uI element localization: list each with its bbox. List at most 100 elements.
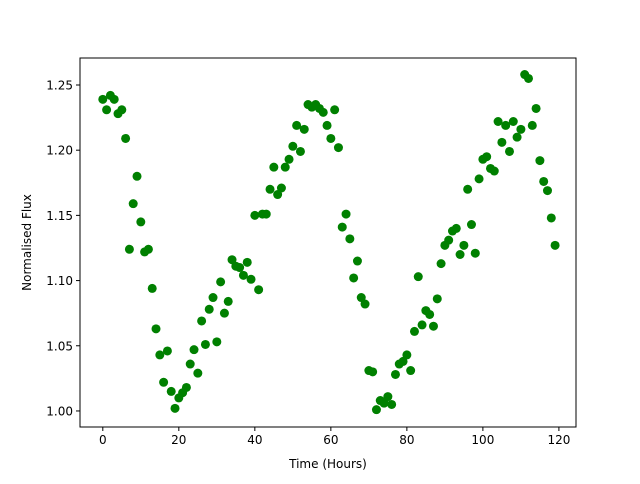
data-point bbox=[542, 186, 552, 196]
x-axis-ticks: 0 20 40 60 80 100 120 bbox=[99, 427, 570, 447]
x-tick-label: 100 bbox=[471, 433, 494, 447]
data-point bbox=[147, 283, 157, 293]
data-point bbox=[409, 326, 419, 336]
data-point bbox=[368, 367, 378, 377]
data-point bbox=[546, 213, 556, 223]
y-axis-label: Normalised Flux bbox=[20, 194, 34, 291]
data-point bbox=[132, 171, 142, 181]
data-point bbox=[159, 377, 169, 387]
data-point bbox=[341, 209, 351, 219]
data-point bbox=[181, 382, 191, 392]
data-point bbox=[349, 273, 359, 283]
data-point bbox=[466, 220, 476, 230]
y-tick-label: 1.00 bbox=[46, 404, 73, 418]
data-point bbox=[413, 272, 423, 282]
x-tick-label: 60 bbox=[323, 433, 338, 447]
data-point bbox=[425, 309, 435, 319]
data-point bbox=[318, 107, 328, 117]
data-point bbox=[512, 132, 522, 142]
data-point bbox=[136, 217, 146, 227]
data-point bbox=[124, 244, 134, 254]
data-points bbox=[98, 70, 560, 415]
data-point bbox=[204, 304, 214, 314]
data-point bbox=[238, 270, 248, 280]
data-point bbox=[444, 235, 454, 245]
data-point bbox=[527, 120, 537, 130]
data-point bbox=[504, 146, 514, 156]
data-point bbox=[550, 240, 560, 250]
data-point bbox=[223, 296, 233, 306]
y-tick-label: 1.20 bbox=[46, 144, 73, 158]
data-point bbox=[493, 116, 503, 126]
data-point bbox=[402, 350, 412, 360]
data-point bbox=[371, 405, 381, 415]
data-point bbox=[208, 293, 218, 303]
data-point bbox=[360, 299, 370, 309]
data-point bbox=[284, 154, 294, 164]
data-point bbox=[451, 223, 461, 233]
data-point bbox=[474, 174, 484, 184]
data-point bbox=[406, 366, 416, 376]
data-point bbox=[390, 369, 400, 379]
data-point bbox=[242, 257, 252, 267]
data-point bbox=[162, 346, 172, 356]
data-point bbox=[470, 248, 480, 258]
data-point bbox=[227, 255, 237, 265]
data-point bbox=[387, 399, 397, 409]
data-point bbox=[508, 116, 518, 126]
x-axis-label: Time (Hours) bbox=[288, 457, 367, 471]
data-point bbox=[489, 166, 499, 176]
data-point bbox=[200, 339, 210, 349]
y-tick-label: 1.10 bbox=[46, 274, 73, 288]
data-point bbox=[501, 120, 511, 130]
data-point bbox=[523, 73, 533, 83]
data-point bbox=[497, 137, 507, 147]
y-tick-label: 1.05 bbox=[46, 339, 73, 353]
data-point bbox=[516, 124, 526, 134]
data-point bbox=[250, 210, 260, 220]
data-point bbox=[330, 105, 340, 115]
data-point bbox=[539, 176, 549, 186]
data-point bbox=[428, 321, 438, 331]
data-point bbox=[121, 133, 131, 143]
data-point bbox=[170, 403, 180, 413]
data-point bbox=[155, 350, 165, 360]
data-point bbox=[295, 146, 305, 156]
data-point bbox=[276, 183, 286, 193]
data-point bbox=[117, 105, 127, 115]
data-point bbox=[151, 324, 161, 334]
data-point bbox=[455, 249, 465, 259]
data-point bbox=[128, 199, 138, 209]
data-point bbox=[459, 240, 469, 250]
data-point bbox=[379, 398, 389, 408]
y-axis-ticks: 1.00 1.05 1.10 1.15 1.20 1.25 bbox=[46, 78, 80, 418]
data-point bbox=[102, 105, 112, 115]
data-point bbox=[299, 124, 309, 134]
x-tick-label: 40 bbox=[247, 433, 262, 447]
data-point bbox=[326, 133, 336, 143]
data-point bbox=[345, 234, 355, 244]
data-point bbox=[254, 285, 264, 295]
data-point bbox=[235, 263, 245, 273]
data-point bbox=[398, 356, 408, 366]
data-point bbox=[337, 222, 347, 232]
data-point bbox=[273, 190, 283, 200]
data-point bbox=[482, 152, 492, 162]
data-point bbox=[322, 120, 332, 130]
y-tick-label: 1.15 bbox=[46, 209, 73, 223]
data-point bbox=[212, 337, 222, 347]
data-point bbox=[197, 316, 207, 326]
data-point bbox=[189, 345, 199, 355]
data-point bbox=[265, 184, 275, 194]
data-point bbox=[109, 94, 119, 104]
data-point bbox=[333, 143, 343, 153]
data-point bbox=[219, 308, 229, 318]
data-point bbox=[356, 293, 366, 303]
data-point bbox=[261, 209, 271, 219]
data-point bbox=[463, 184, 473, 194]
data-point bbox=[383, 392, 393, 402]
data-point bbox=[531, 103, 541, 113]
data-point bbox=[288, 141, 298, 151]
